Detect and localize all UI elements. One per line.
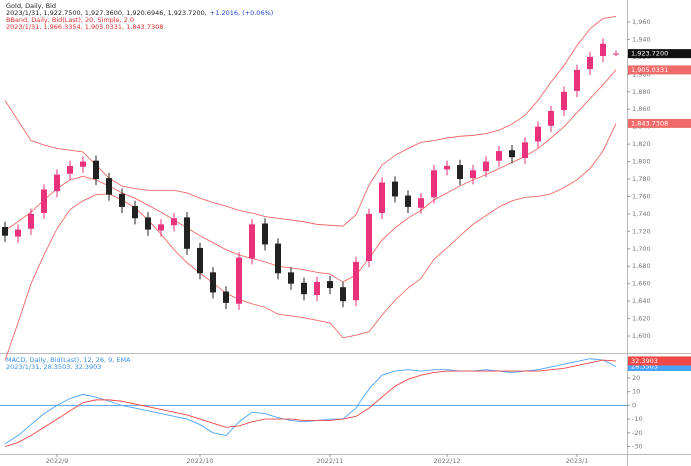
- last-price-label: 1,923.7200: [631, 50, 668, 58]
- candle-body: [262, 223, 268, 245]
- last-price-box: [628, 49, 691, 59]
- candle-body: [457, 165, 463, 179]
- macd-info: 2023/1/31, 28.3503, 32.3903: [6, 363, 101, 371]
- y-tick-label: 1,880: [632, 88, 651, 96]
- candle-body: [288, 272, 294, 284]
- candle-body: [522, 142, 528, 159]
- last-value-label: 32.3903: [631, 357, 658, 365]
- x-tick-label: 2022/10: [186, 457, 213, 465]
- candle-body: [444, 165, 450, 170]
- candle-body: [145, 217, 151, 230]
- candle-body: [236, 257, 242, 304]
- candle-body: [535, 126, 541, 142]
- candle-body: [340, 287, 346, 302]
- candle-body: [119, 193, 125, 207]
- candle-body: [41, 189, 47, 214]
- candle-body: [2, 226, 8, 236]
- y-tick-label: 1,860: [632, 105, 651, 113]
- x-tick-label: 2022/11: [316, 457, 343, 465]
- y-tick-label: 1,940: [632, 35, 651, 43]
- series-line: [4, 15, 617, 227]
- y-tick-label: -20: [632, 429, 643, 437]
- y-tick-label: 1,600: [632, 332, 651, 340]
- candle-body: [93, 160, 99, 179]
- candle-body: [379, 182, 385, 214]
- price-info: 2023/1/31, 1,922.7500, 1,927.3600, 1,920…: [6, 9, 207, 17]
- candle-body: [28, 213, 34, 229]
- candle-body: [106, 178, 112, 195]
- y-tick-label: 1,700: [632, 245, 651, 253]
- y-tick-label: 1,680: [632, 262, 651, 270]
- candle-body: [314, 281, 320, 296]
- candle-body: [431, 170, 437, 198]
- candle-body: [600, 43, 606, 56]
- y-tick-label: -10: [632, 415, 643, 423]
- y-tick-label: -30: [632, 443, 643, 451]
- y-tick-label: 1,780: [632, 175, 651, 183]
- candle-body: [574, 69, 580, 91]
- candle-body: [132, 206, 138, 219]
- indicator-title: BBand, Daily, Bid(Last), 20, Simple, 2.0: [6, 16, 134, 24]
- candle-body: [418, 198, 424, 208]
- last-value-label: 28.3503: [631, 362, 658, 370]
- candle-body: [158, 224, 164, 231]
- y-tick-label: 1,740: [632, 210, 651, 218]
- last-value-box: [628, 361, 691, 371]
- candle-body: [483, 161, 489, 172]
- y-tick-label: 1,960: [632, 18, 651, 26]
- y-tick-label: 20: [632, 374, 640, 382]
- y-tick-label: 1,820: [632, 140, 651, 148]
- candle-body: [223, 291, 229, 303]
- candle-body: [470, 170, 476, 179]
- y-tick-label: 1,640: [632, 297, 651, 305]
- candle-body: [184, 217, 190, 249]
- chart-title: Gold, Daily, Bid: [6, 2, 56, 10]
- x-tick-label: 2022/12: [433, 457, 460, 465]
- price-change: +1.2016, (+0.06%): [210, 9, 274, 17]
- candle-body: [15, 229, 21, 237]
- candle-body: [249, 224, 255, 259]
- last-value-box: [628, 356, 691, 366]
- y-tick-label: 1,620: [632, 315, 651, 323]
- last-value-box: [628, 65, 691, 75]
- last-value-label: 1,905.0331: [631, 66, 668, 74]
- y-tick-label: 1,800: [632, 158, 651, 166]
- candle-body: [587, 56, 593, 70]
- indicator-info: 2023/1/31, 1,966.3354, 1,905.0331, 1,843…: [6, 23, 163, 31]
- candle-body: [80, 161, 86, 167]
- candle-body: [301, 282, 307, 295]
- y-tick-label: 10: [632, 388, 640, 396]
- y-tick-label: 1,720: [632, 227, 651, 235]
- last-value-box: [628, 118, 691, 128]
- y-tick-label: 0: [632, 401, 636, 409]
- macd-title: MACD, Daily, Bid(Last), 12, 26, 9, EMA: [6, 356, 131, 364]
- series-line: [4, 358, 617, 445]
- candle-body: [275, 243, 281, 274]
- y-tick-label: 1,660: [632, 280, 651, 288]
- candle-body: [67, 165, 73, 174]
- candle-body: [392, 181, 398, 197]
- candle-body: [210, 272, 216, 293]
- candle-body: [613, 53, 619, 55]
- candle-body: [548, 110, 554, 126]
- candle-body: [561, 91, 567, 111]
- candle-body: [197, 247, 203, 274]
- y-tick-label: 1,760: [632, 192, 651, 200]
- candle-body: [327, 281, 333, 289]
- last-value-label: 1,843.7308: [631, 119, 668, 127]
- candle-body: [509, 150, 515, 158]
- candle-body: [353, 261, 359, 301]
- candle-body: [54, 174, 60, 192]
- candle-body: [405, 195, 411, 207]
- series-line: [4, 359, 617, 447]
- candle-body: [496, 151, 502, 161]
- x-tick-label: 2022/9: [46, 457, 69, 465]
- candle-body: [366, 213, 372, 262]
- x-tick-label: 2023/1: [566, 457, 589, 465]
- candle-body: [171, 218, 177, 226]
